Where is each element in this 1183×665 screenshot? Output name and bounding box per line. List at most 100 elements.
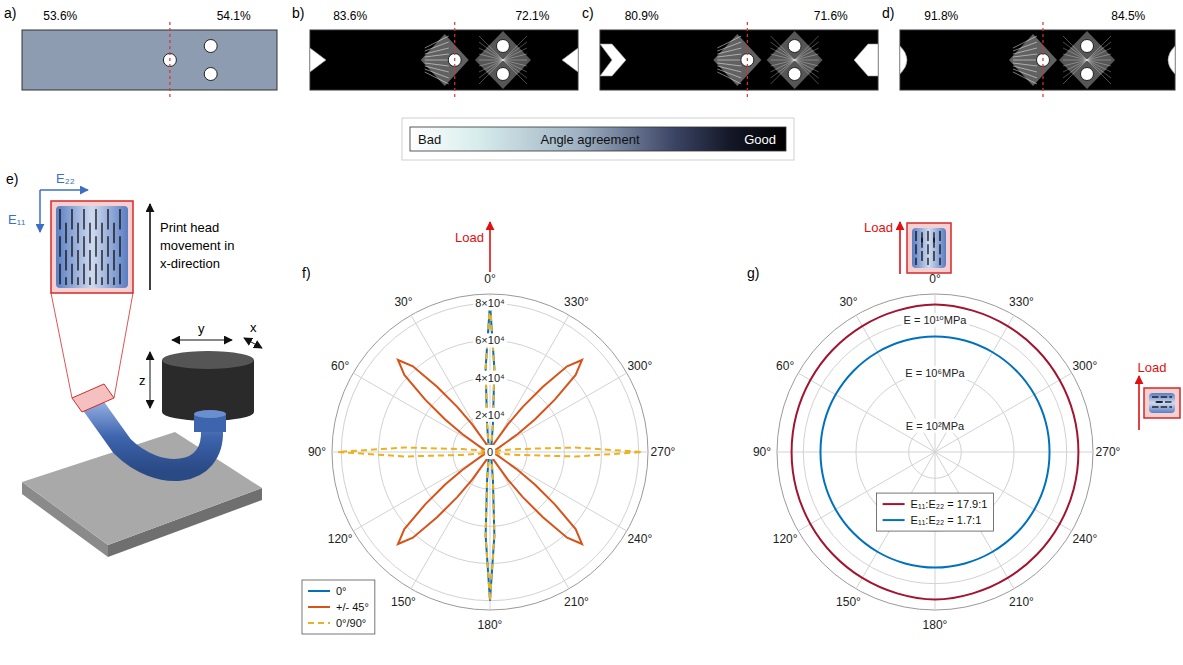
radial-labels: E = 10²MPaE = 10⁶MPaE = 10¹⁰MPa	[902, 313, 970, 432]
fiber	[927, 231, 928, 241]
load-label: Load	[864, 220, 893, 235]
movement-arrow	[149, 204, 151, 290]
angle-tick-label: 0°	[929, 272, 941, 286]
end-cutout	[562, 48, 578, 72]
marks	[338, 303, 643, 600]
section-line	[1042, 22, 1043, 98]
legend-label: E₁₁:E₂₂ = 1.7:1	[911, 514, 982, 526]
specimen	[600, 30, 878, 90]
agreement-label: 91.8%	[924, 9, 958, 23]
fiber	[77, 250, 78, 271]
angle-tick-label: 300°	[1072, 359, 1097, 373]
pattern-line	[425, 66, 449, 72]
pattern-line	[717, 54, 741, 57]
end-cutout	[310, 48, 326, 72]
legend-label: 0°	[336, 585, 347, 597]
angle-tick-label: 30°	[839, 295, 857, 309]
angle-tick-label: 210°	[1009, 595, 1034, 609]
section-line	[747, 22, 748, 98]
series-curve	[338, 303, 643, 600]
angle-tick-label: 60°	[331, 359, 349, 373]
fiber	[65, 250, 66, 271]
agreement-label: 71.6%	[814, 9, 848, 23]
angle-tick-label: 150°	[836, 595, 861, 609]
schematic: e)E₂₂E₁₁Print headmovement inx-direction…	[6, 171, 262, 557]
legend-swatch	[308, 606, 330, 608]
colorbar-title: Angle agreement	[540, 132, 639, 147]
pattern-line	[1063, 36, 1111, 84]
legend-swatch	[308, 622, 330, 624]
radial-tick-label: E = 10²MPa	[906, 420, 965, 432]
angle-tick-label: 300°	[627, 359, 652, 373]
e11-label: E₁₁	[8, 212, 26, 227]
fiber	[939, 244, 940, 254]
grid-spoke	[798, 373, 935, 452]
fiber	[71, 209, 72, 230]
colorbar-high: Good	[744, 132, 776, 147]
grid-spoke	[935, 373, 1072, 452]
angle-tick-label: 210°	[564, 595, 589, 609]
end-cutout	[1168, 46, 1175, 74]
agreement-label: 53.6%	[43, 9, 77, 23]
fiber	[1152, 396, 1159, 397]
pattern-line	[771, 36, 819, 84]
fiber	[83, 209, 84, 230]
top-panel: b)83.6%72.1%	[292, 5, 578, 98]
label-patch	[902, 313, 970, 327]
fiber	[1169, 396, 1172, 397]
end-cutout	[900, 46, 907, 74]
top-panel: a)53.6%54.1%	[4, 5, 277, 98]
angle-tick-label: 90°	[308, 445, 326, 459]
z-axis-arrow	[150, 352, 151, 408]
fiber	[1169, 406, 1172, 407]
angle-tick-label: 330°	[1009, 295, 1034, 309]
pattern-line	[717, 48, 741, 54]
fiber	[921, 232, 922, 242]
fiber	[59, 236, 60, 257]
angle-tick-label: 270°	[1096, 445, 1121, 459]
inset-material	[1149, 393, 1175, 413]
pattern-patch	[1009, 34, 1057, 86]
fiber-inset	[51, 201, 133, 293]
pattern-line	[425, 42, 449, 51]
fiber	[113, 223, 114, 244]
top-panel: c)80.9%71.6%	[582, 5, 878, 98]
fiber	[1161, 406, 1168, 407]
hole	[788, 68, 801, 81]
pattern-line	[717, 63, 741, 66]
fiber	[89, 223, 90, 244]
colorbar-box	[402, 118, 794, 160]
label-patch	[473, 333, 507, 347]
fiber	[89, 277, 90, 285]
angle-tick-label: 90°	[753, 445, 771, 459]
pattern-line	[717, 66, 741, 72]
pattern-line	[1013, 66, 1037, 72]
fiber	[933, 232, 934, 242]
pattern-line	[717, 60, 741, 61]
fiber	[113, 277, 114, 285]
specimen	[900, 30, 1175, 90]
fiber	[915, 258, 916, 265]
fiber	[101, 277, 102, 285]
fiber	[1161, 396, 1168, 397]
legend-swatch	[308, 590, 330, 592]
hole	[496, 68, 509, 81]
fiber	[95, 236, 96, 257]
radial-tick-label: 2×10⁴	[475, 409, 505, 421]
fiber	[71, 236, 72, 257]
load-arrow	[899, 222, 901, 274]
label-patch	[485, 445, 495, 459]
pattern-line	[1013, 48, 1037, 54]
e11-arrow	[39, 190, 41, 232]
angle-pattern	[1009, 31, 1115, 89]
radial-labels: 02×10⁴4×10⁴6×10⁴8×10⁴	[473, 296, 507, 459]
series-curve	[398, 360, 582, 544]
hole	[496, 40, 509, 53]
grid-spoke	[935, 452, 1093, 453]
fiber	[101, 223, 102, 244]
angle-tick-label: 180°	[478, 618, 503, 632]
load-arrow	[1138, 376, 1140, 430]
hole	[788, 40, 801, 53]
pattern-line	[479, 36, 527, 84]
pattern-line	[425, 60, 449, 61]
